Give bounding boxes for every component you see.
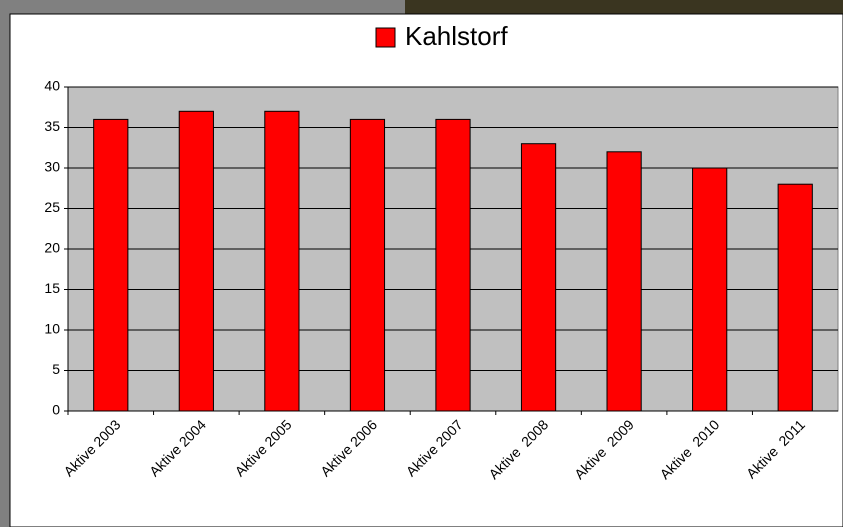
- bar: [607, 152, 641, 411]
- y-tick-label: 30: [44, 159, 60, 175]
- legend-label: Kahlstorf: [405, 21, 508, 51]
- bar: [436, 119, 470, 411]
- y-tick-label: 25: [44, 199, 60, 215]
- y-tick-label: 15: [44, 280, 60, 296]
- y-tick-label: 40: [44, 78, 60, 94]
- photo-strip: [405, 0, 843, 14]
- y-tick-label: 20: [44, 240, 60, 256]
- y-tick-label: 5: [52, 361, 60, 377]
- bar: [94, 119, 128, 411]
- bar: [179, 111, 213, 411]
- bar: [350, 119, 384, 411]
- bar: [693, 168, 727, 411]
- page: {"chart_data": {"type": "bar", "legend":…: [0, 0, 843, 527]
- bar: [778, 184, 812, 411]
- y-tick-label: 0: [52, 402, 60, 418]
- y-tick-label: 35: [44, 118, 60, 134]
- legend-swatch: [376, 28, 395, 47]
- bar: [521, 144, 555, 411]
- y-tick-label: 10: [44, 321, 60, 337]
- bar: [265, 111, 299, 411]
- chart: Kahlstorf 0510152025303540Aktive 2003Akt…: [0, 0, 843, 527]
